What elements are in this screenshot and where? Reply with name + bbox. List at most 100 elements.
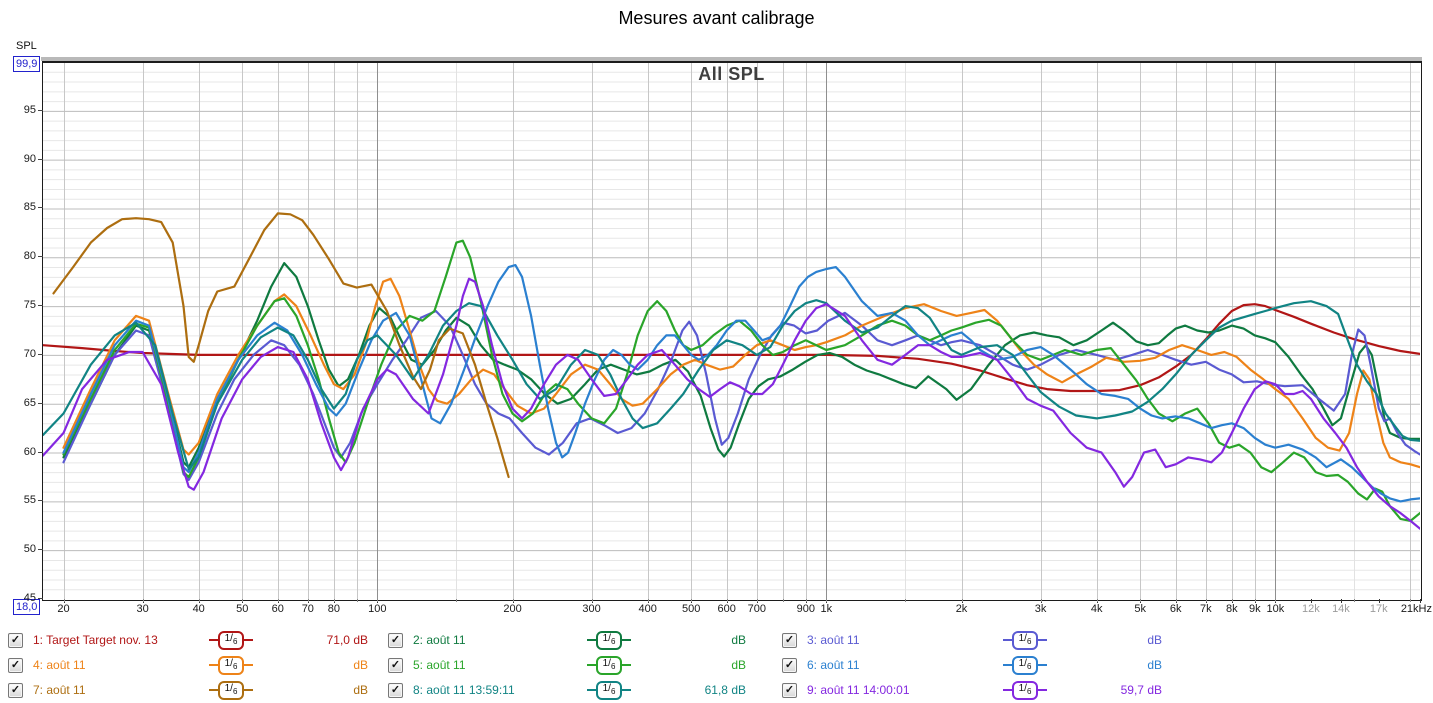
x-tick-label: 300 — [582, 603, 601, 615]
x-tick-label: 40 — [192, 603, 205, 615]
legend-checkbox-6[interactable]: ✓ — [782, 657, 797, 673]
y-tick — [38, 403, 43, 404]
legend-row-9: ✓ 9: août 11 14:00:01 1/6 59,7 dB — [782, 680, 1162, 700]
x-tick-label: 2k — [955, 603, 968, 615]
smoothing-badge-1[interactable]: 1/6 — [186, 630, 276, 650]
x-tick — [1379, 599, 1380, 603]
smoothing-badge-8[interactable]: 1/6 — [564, 680, 654, 700]
legend-label-8[interactable]: 8: août 11 13:59:11 — [413, 683, 515, 697]
legend-label-3[interactable]: 3: août 11 — [807, 633, 860, 647]
smoothing-badge-4[interactable]: 1/6 — [186, 655, 276, 675]
x-tick-minor — [1140, 599, 1141, 602]
legend-label-1[interactable]: 1: Target Target nov. 13 — [33, 633, 158, 647]
x-tick-minor — [357, 599, 358, 602]
x-tick-minor — [962, 599, 963, 602]
x-tick-label: 21kHz — [1400, 603, 1432, 615]
curve-7 — [52, 212, 510, 479]
x-tick-label: 10k — [1266, 603, 1285, 615]
legend-row-5: ✓ 5: août 11 1/6 dB — [388, 655, 746, 675]
x-tick-minor — [1354, 599, 1355, 602]
x-tick-minor — [1275, 599, 1276, 602]
x-tick-label: 7k — [1199, 603, 1212, 615]
x-tick-minor — [592, 599, 593, 602]
curve-3 — [62, 309, 1420, 481]
page-title: Mesures avant calibrage — [618, 8, 815, 28]
x-tick-minor — [1410, 599, 1411, 602]
x-tick — [1420, 599, 1421, 603]
curve-2 — [62, 262, 1420, 469]
legend-row-7: ✓ 7: août 11 1/6 dB — [8, 680, 368, 700]
y-tick — [38, 354, 43, 355]
legend-checkbox-1[interactable]: ✓ — [8, 632, 23, 648]
y-max-box[interactable]: 99,9 — [13, 56, 41, 72]
x-tick-minor — [783, 599, 784, 602]
y-axis-title: SPL — [16, 40, 37, 52]
x-tick-minor — [1176, 599, 1177, 602]
plot-area[interactable] — [42, 61, 1422, 601]
x-tick-minor — [334, 599, 335, 602]
y-tick — [38, 305, 43, 306]
x-tick-label: 80 — [327, 603, 340, 615]
x-tick-label: 3k — [1034, 603, 1047, 615]
x-tick-label: 600 — [717, 603, 736, 615]
legend-checkbox-4[interactable]: ✓ — [8, 657, 23, 673]
x-tick-label: 8k — [1226, 603, 1238, 615]
legend-label-6[interactable]: 6: août 11 — [807, 658, 860, 672]
y-tick-label: 55 — [23, 494, 36, 507]
x-tick-minor — [64, 599, 65, 602]
smoothing-badge-2[interactable]: 1/6 — [564, 630, 654, 650]
plot-top-bevel — [41, 57, 1422, 61]
x-tick-label: 4k — [1090, 603, 1103, 615]
legend-checkbox-7[interactable]: ✓ — [8, 682, 23, 698]
x-tick-minor — [648, 599, 649, 602]
x-tick-label: 500 — [682, 603, 701, 615]
spl-plot-canvas[interactable] — [43, 63, 1420, 599]
x-tick-label: 20 — [57, 603, 70, 615]
y-tick — [38, 500, 43, 501]
y-tick-label: 90 — [23, 152, 36, 165]
level-value-4: dB — [353, 658, 368, 672]
x-tick-minor — [1097, 599, 1098, 602]
x-tick-minor — [143, 599, 144, 602]
y-tick — [38, 207, 43, 208]
legend-checkbox-8[interactable]: ✓ — [388, 682, 403, 698]
x-tick-minor — [727, 599, 728, 602]
legend-label-7[interactable]: 7: août 11 — [33, 683, 86, 697]
legend-row-3: ✓ 3: août 11 1/6 dB — [782, 630, 1162, 650]
smoothing-badge-9[interactable]: 1/6 — [980, 680, 1070, 700]
smoothing-badge-3[interactable]: 1/6 — [980, 630, 1070, 650]
y-tick — [38, 452, 43, 453]
x-tick — [1341, 599, 1342, 603]
x-tick-label: 17k — [1369, 603, 1388, 615]
smoothing-badge-7[interactable]: 1/6 — [186, 680, 276, 700]
legend-checkbox-2[interactable]: ✓ — [388, 632, 403, 648]
smoothing-badge-5[interactable]: 1/6 — [564, 655, 654, 675]
level-value-1: 71,0 dB — [326, 633, 368, 647]
legend-label-5[interactable]: 5: août 11 — [413, 658, 466, 672]
curve-8 — [43, 299, 1420, 471]
level-value-6: dB — [1147, 658, 1162, 672]
x-tick-minor — [691, 599, 692, 602]
legend-row-1: ✓ 1: Target Target nov. 13 1/6 71,0 dB — [8, 630, 368, 650]
level-value-8: 61,8 dB — [704, 683, 746, 697]
x-tick-minor — [757, 599, 758, 602]
y-tick — [38, 598, 43, 599]
legend-label-2[interactable]: 2: août 11 — [413, 633, 466, 647]
y-tick — [38, 159, 43, 160]
legend-checkbox-9[interactable]: ✓ — [782, 682, 797, 698]
x-tick-label: 14k — [1332, 603, 1350, 615]
curve-6 — [62, 264, 1420, 503]
legend-checkbox-3[interactable]: ✓ — [782, 632, 797, 648]
legend-label-4[interactable]: 4: août 11 — [33, 658, 86, 672]
level-value-3: dB — [1147, 633, 1162, 647]
legend-checkbox-5[interactable]: ✓ — [388, 657, 403, 673]
x-tick-label: 9k — [1248, 603, 1261, 615]
chart-title: All SPL — [698, 64, 765, 84]
legend-label-9[interactable]: 9: août 11 14:00:01 — [807, 683, 910, 697]
y-tick — [38, 256, 43, 257]
x-min-box[interactable]: 18,0 — [13, 599, 41, 615]
curve-1 — [43, 303, 1420, 393]
x-tick-minor — [826, 599, 827, 602]
smoothing-badge-6[interactable]: 1/6 — [980, 655, 1070, 675]
